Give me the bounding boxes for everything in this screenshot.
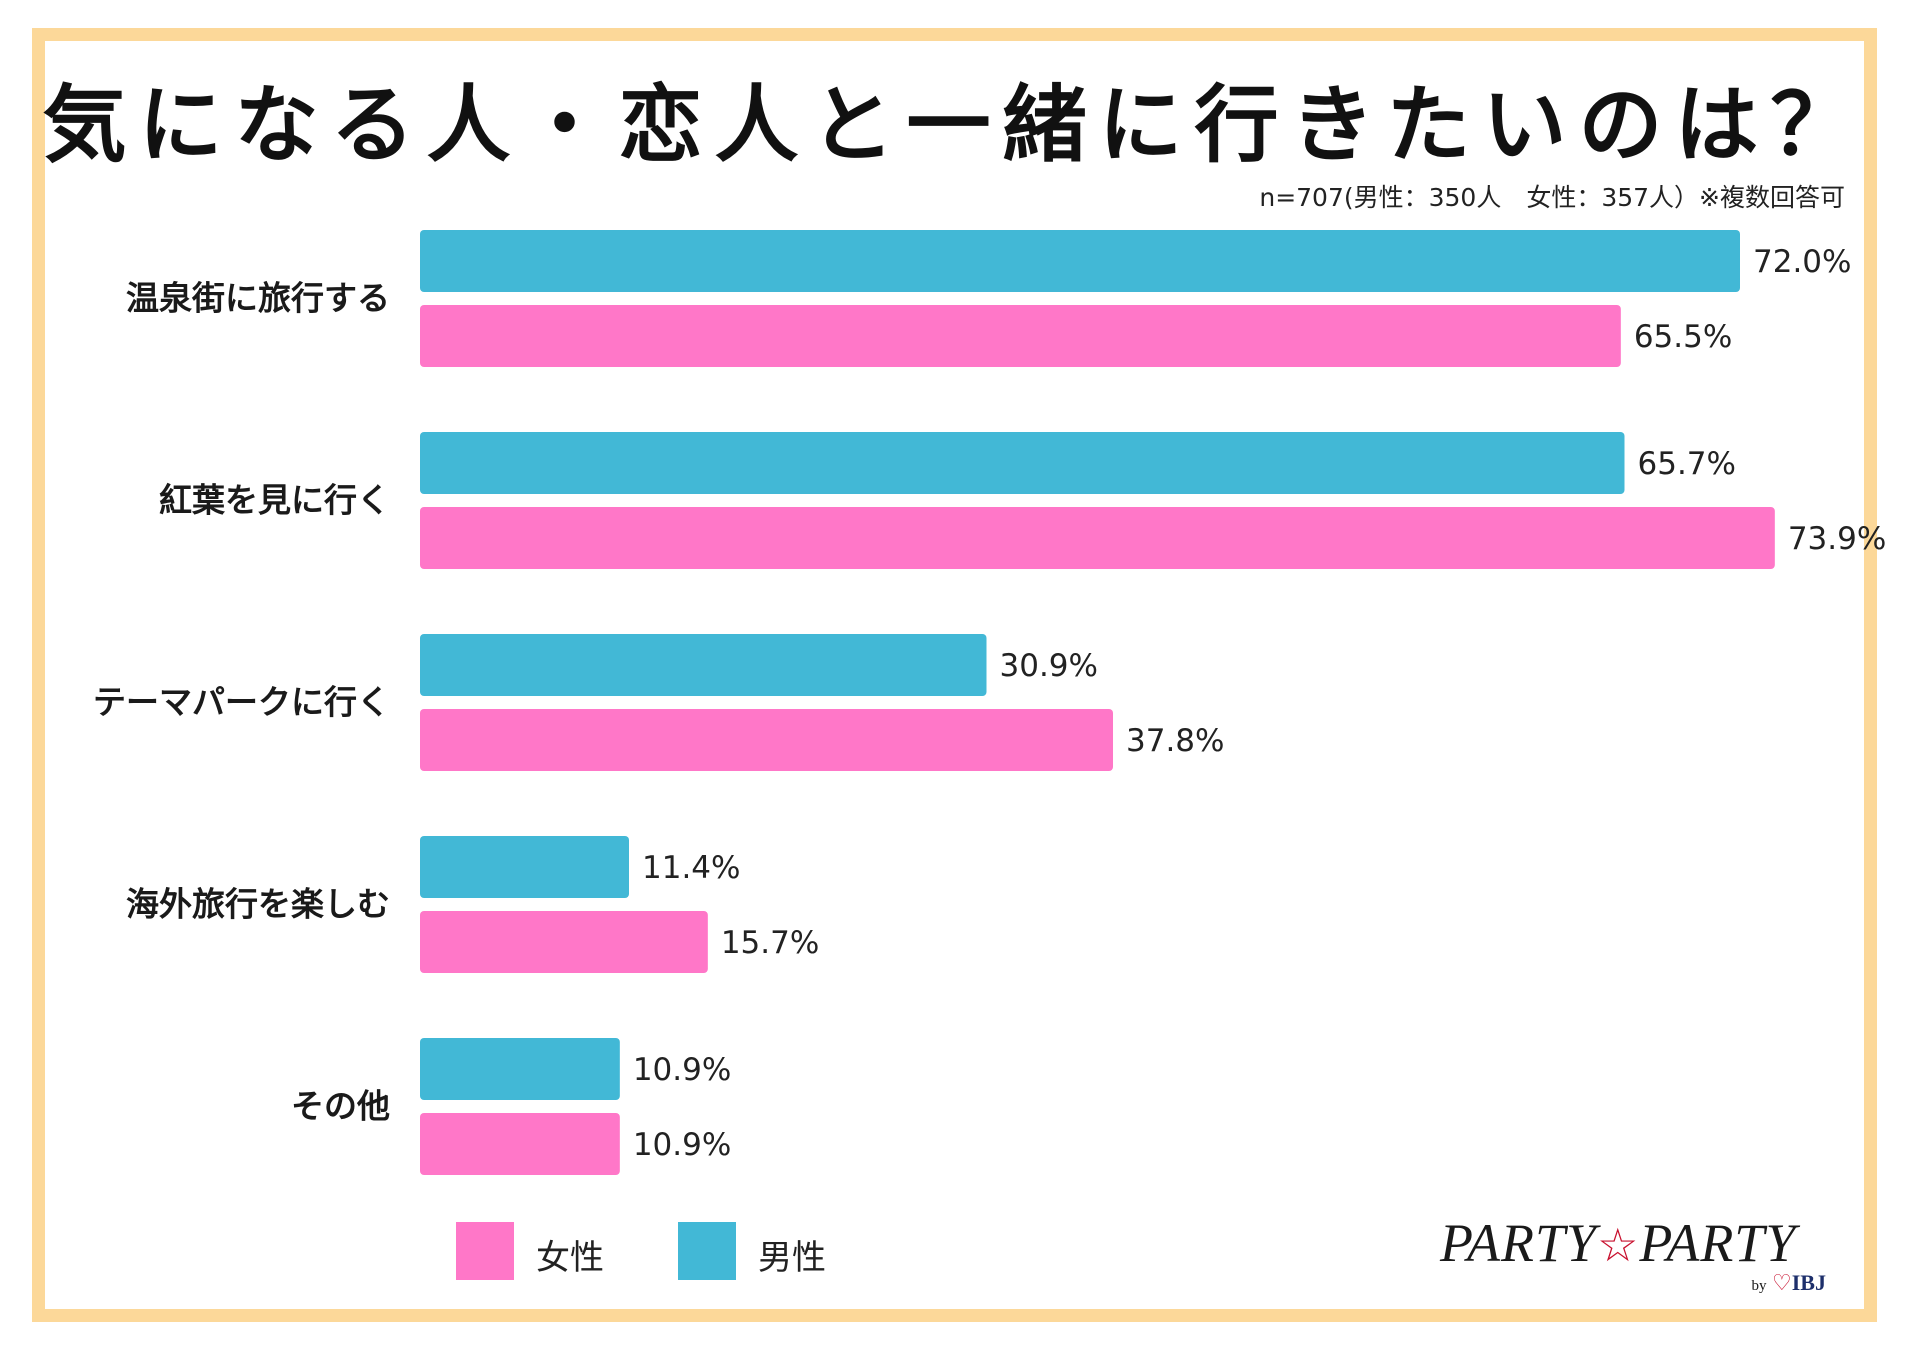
data-label-female: 37.8% [1126, 723, 1224, 759]
logo-by-ibj: by ♡IBJ [1751, 1270, 1826, 1295]
legend-swatch-male [678, 1222, 736, 1280]
legend-label-male: 男性 [758, 1238, 826, 1278]
bar-female [420, 709, 1113, 771]
data-label-male: 11.4% [642, 850, 740, 886]
category-label: その他 [291, 1087, 390, 1126]
category-label: 海外旅行を楽しむ [126, 885, 390, 924]
bar-male [420, 230, 1740, 292]
bar-female [420, 305, 1621, 367]
data-label-male: 30.9% [1000, 648, 1098, 684]
data-label-female: 73.9% [1788, 521, 1886, 557]
data-label-female: 65.5% [1634, 319, 1732, 355]
data-label-male: 10.9% [633, 1052, 731, 1088]
bar-female [420, 507, 1775, 569]
category-label: 紅葉を見に行く [159, 481, 390, 520]
category-label: テーマパークに行く [93, 683, 390, 722]
bar-male [420, 836, 629, 898]
star-icon: ☆ [1597, 1220, 1640, 1271]
bar-male [420, 1038, 620, 1100]
bar-male [420, 432, 1625, 494]
data-label-female: 15.7% [721, 925, 819, 961]
data-label-male: 72.0% [1753, 244, 1851, 280]
data-label-male: 65.7% [1638, 446, 1736, 482]
legend-label-female: 女性 [536, 1238, 604, 1278]
bar-female [420, 911, 708, 973]
legend-swatch-female [456, 1222, 514, 1280]
logo-wordmark: PARTY☆PARTY [1440, 1213, 1797, 1273]
data-label-female: 10.9% [633, 1127, 731, 1163]
bar-female [420, 1113, 620, 1175]
party-party-logo: PARTY☆PARTY by ♡IBJ [1440, 1212, 1840, 1296]
chart-title: 気になる人・恋人と一緒に行きたいのは？ [42, 76, 1867, 174]
category-label: 温泉街に旅行する [126, 279, 390, 318]
heart-icon: ♡ [1772, 1270, 1792, 1295]
bar-male [420, 634, 987, 696]
chart-subtitle: n=707(男性：350人 女性：357人）※複数回答可 [1259, 183, 1845, 212]
bar-chart: 温泉街に旅行する 72.0% 65.5% 紅葉を見に行く 65.7% 73.9% テーマパー… [93, 230, 1886, 1175]
